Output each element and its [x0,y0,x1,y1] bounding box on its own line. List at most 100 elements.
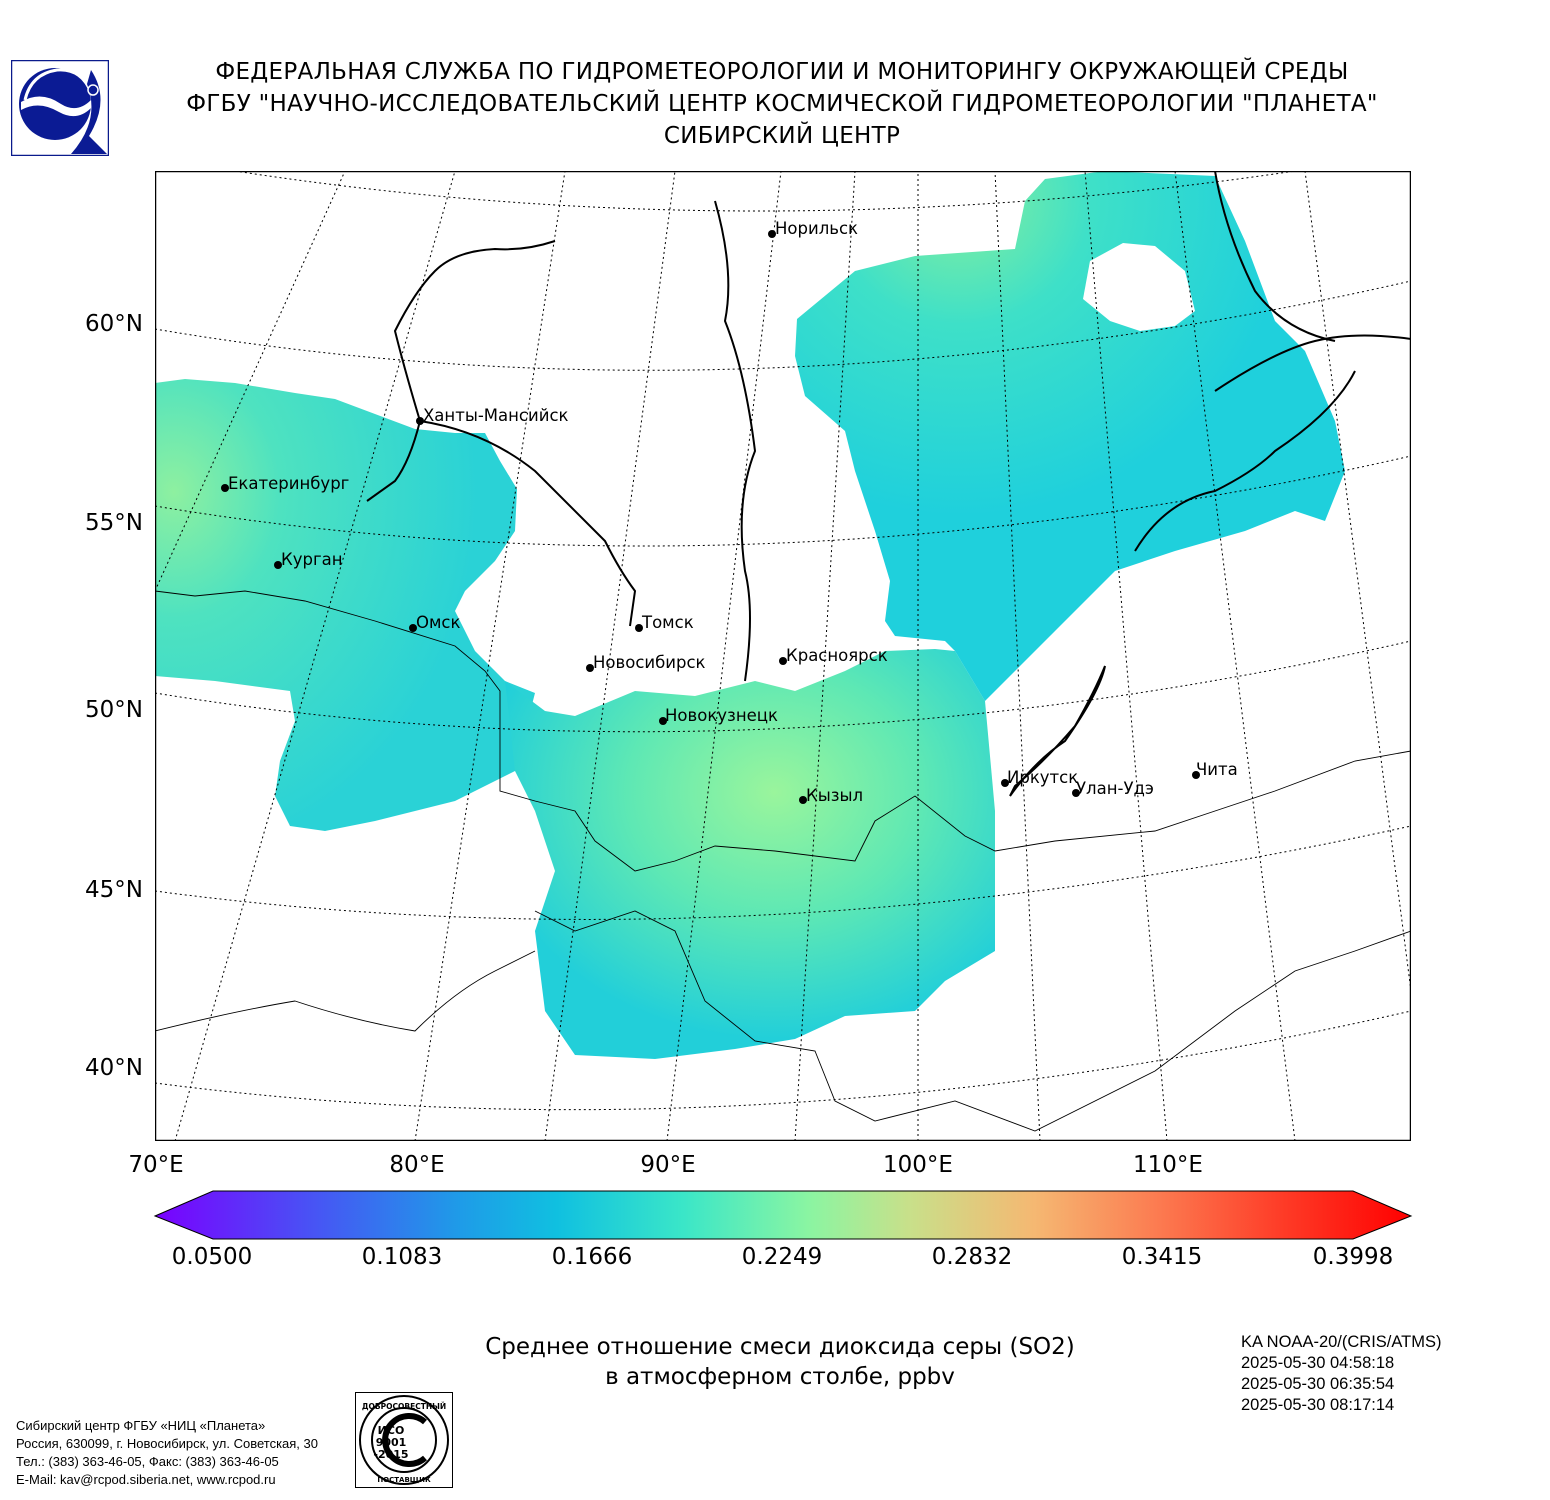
city-dot-norilsk [768,230,776,238]
city-dot-kyzyl [799,796,807,804]
parallel-65n [234,171,1296,212]
planeta-logo [10,59,110,157]
parallel-55n [155,455,1411,547]
colorbar-bar [153,1190,1413,1240]
colorbar-tick-1: 0.1083 [361,1244,443,1270]
city-dot-novokuznetsk [659,717,667,725]
lat-label-40: 40°N [85,1055,143,1081]
meridian-105e [994,171,1041,1141]
river-irtysh [366,420,421,502]
city-label-novosibirsk: Новосибирск [593,653,706,672]
meridian-120e [1304,171,1411,992]
lon-label-80: 80°E [389,1152,445,1178]
so2-map: Норильск Ханты-Мансийск Екатеринбург Кур… [154,170,1412,1142]
city-dot-irkutsk [1001,779,1009,787]
city-label-omsk: Омск [416,613,461,632]
header-line-2: ФГБУ "НАУЧНО-ИССЛЕДОВАТЕЛЬСКИЙ ЦЕНТР КОС… [186,91,1378,117]
city-label-tomsk: Томск [641,613,694,632]
colorbar-tick-6: 0.3998 [1312,1244,1394,1270]
header-line-3: СИБИРСКИЙ ЦЕНТР [663,123,901,149]
header-title-block: ФЕДЕРАЛЬНАЯ СЛУЖБА ПО ГИДРОМЕТЕОРОЛОГИИ … [0,56,1550,152]
border-central-asia [155,950,536,1032]
so2-region-central [505,649,995,1059]
iso-text-2: 9001 [376,1436,407,1449]
colorbar-tick-5: 0.3415 [1121,1244,1203,1270]
map-frame [154,170,1412,1142]
colorbar [153,1189,1413,1241]
parallel-45n [155,825,1411,920]
meridian-80e [414,171,566,1141]
city-label-norilsk: Норильск [775,219,858,238]
city-dot-khanty-mansiysk [416,417,424,425]
river-angara [1134,370,1356,552]
satellite-name: KA NOAA-20/(CRIS/ATMS) [1241,1333,1442,1351]
iso-text-1: ИСО [378,1424,405,1437]
city-label-irkutsk: Иркутск [1007,768,1078,787]
so2-gap-east [1083,243,1195,331]
lake-baikal [1009,665,1106,797]
iso-bottom-text: ПОСТАВЩИК [377,1476,431,1484]
city-dot-chita [1192,771,1200,779]
city-label-novokuznetsk: Новокузнецк [665,706,778,725]
meridian-95e [794,171,856,1141]
so2-region-west [155,379,535,831]
city-label-kyzyl: Кызыл [806,786,863,805]
city-label-ulan-ude: Улан-Удэ [1076,779,1154,798]
colorbar-tick-2: 0.1666 [551,1244,633,1270]
satellite-time-3: 2025-05-30 08:17:14 [1241,1396,1395,1414]
footer-line-4: E-Mail: kav@rcpod.siberia.net, www.rcpod… [16,1472,276,1487]
meridian-75e [174,171,456,1141]
lon-label-100: 100°E [883,1152,953,1178]
footer-contacts: Сибирский центр ФГБУ «НИЦ «Планета» Росс… [16,1417,318,1489]
parallel-60n [155,280,1411,371]
river-lena [1214,334,1411,392]
border-kazakhstan [155,590,1411,872]
city-label-krasnoyarsk: Красноярск [786,646,888,665]
city-dot-novosibirsk [586,664,594,672]
river-ob-north [393,240,556,422]
city-dot-tomsk [635,624,643,632]
iso-text-3: -2015 [373,1448,408,1461]
caption-line-1: Среднее отношение смеси диоксида серы (S… [485,1334,1075,1360]
city-dot-omsk [409,624,417,632]
meridian-70e [155,171,346,592]
city-label-khanty-mansiysk: Ханты-Мансийск [423,406,569,425]
city-dot-krasnoyarsk [779,657,787,665]
city-dot-ulan-ude [1072,789,1080,797]
city-dot-yekaterinburg [221,484,229,492]
colorbar-tick-0: 0.0500 [171,1244,253,1270]
colorbar-tick-4: 0.2832 [931,1244,1013,1270]
lat-label-45: 45°N [85,877,143,903]
river-ob [419,420,637,627]
lat-label-55: 55°N [85,510,143,536]
meridian-110e [1084,171,1168,1141]
caption-line-2: в атмосферном столбе, ppbv [605,1364,955,1390]
satellite-info: KA NOAA-20/(CRIS/ATMS) 2025-05-30 04:58:… [1241,1332,1441,1416]
map-caption: Среднее отношение смеси диоксида серы (S… [380,1332,1180,1392]
river-upper [1214,171,1336,342]
meridian-85e [544,171,676,1141]
city-label-kurgan: Курган [281,550,343,569]
iso-top-text: ДОБРОСОВЕСТНЫЙ [362,1402,446,1411]
footer-line-1: Сибирский центр ФГБУ «НИЦ «Планета» [16,1418,266,1433]
so2-region-east [795,171,1345,701]
river-yenisei [714,200,757,682]
satellite-time-2: 2025-05-30 06:35:54 [1241,1375,1395,1393]
satellite-time-1: 2025-05-30 04:58:18 [1241,1354,1395,1372]
city-label-chita: Чита [1196,760,1238,779]
city-label-yekaterinburg: Екатеринбург [228,474,349,493]
header-line-1: ФЕДЕРАЛЬНАЯ СЛУЖБА ПО ГИДРОМЕТЕОРОЛОГИИ … [215,59,1349,85]
colorbar-tick-3: 0.2249 [741,1244,823,1270]
parallel-50n [155,640,1411,733]
lon-label-70: 70°E [128,1152,184,1178]
city-dot-kurgan [274,561,282,569]
parallel-40n [155,1010,1411,1111]
border-china [534,910,1411,1132]
lat-label-60: 60°N [85,311,143,337]
city-markers [221,230,1200,804]
footer-line-2: Россия, 630099, г. Новосибирск, ул. Сове… [16,1436,318,1451]
footer-line-3: Тел.: (383) 363-46-05, Факс: (383) 363-4… [16,1454,279,1469]
lat-label-50: 50°N [85,697,143,723]
lon-label-90: 90°E [640,1152,696,1178]
iso-9001-badge: ДОБРОСОВЕСТНЫЙ ИСО 9001 -2015 ПОСТАВЩИК [355,1392,453,1488]
